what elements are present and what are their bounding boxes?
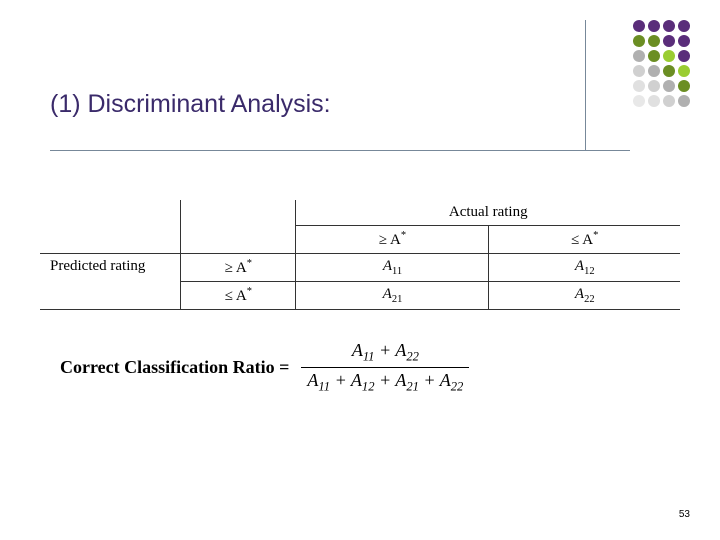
col-leq-a: ≤ A* — [489, 226, 680, 254]
decoration-dot — [678, 95, 690, 107]
decoration-dot — [648, 50, 660, 62]
decoration-dot — [648, 65, 660, 77]
decoration-dot — [663, 50, 675, 62]
denominator: A11 + A12 + A21 + A22 — [301, 370, 469, 395]
cell-a12: A12 — [489, 254, 680, 282]
decoration-dot — [678, 35, 690, 47]
formula-label: Correct Classification Ratio = — [60, 357, 289, 378]
decoration-dot — [633, 35, 645, 47]
decoration-dot — [678, 65, 690, 77]
horizontal-rule — [50, 150, 630, 151]
fraction: A11 + A22 A11 + A12 + A21 + A22 — [301, 340, 469, 394]
decoration-dot — [663, 65, 675, 77]
cell-a22: A22 — [489, 282, 680, 310]
vertical-rule — [585, 20, 586, 150]
decoration-dot — [633, 80, 645, 92]
row-leq-a: ≤ A* — [181, 282, 296, 310]
confusion-matrix-table: Actual rating ≥ A* ≤ A* Predicted rating… — [40, 200, 680, 310]
decoration-dot — [663, 20, 675, 32]
decoration-dot — [633, 65, 645, 77]
decoration-dot — [663, 95, 675, 107]
corner-decoration — [633, 20, 690, 107]
decoration-dot — [678, 20, 690, 32]
cell-a21: A21 — [296, 282, 489, 310]
page-number: 53 — [679, 509, 690, 520]
classification-ratio-formula: Correct Classification Ratio = A11 + A22… — [60, 340, 469, 394]
col-geq-a: ≥ A* — [296, 226, 489, 254]
decoration-dot — [663, 80, 675, 92]
decoration-dot — [633, 20, 645, 32]
decoration-dot — [678, 80, 690, 92]
decoration-dot — [648, 80, 660, 92]
decoration-dot — [633, 95, 645, 107]
decoration-dot — [633, 50, 645, 62]
actual-rating-header: Actual rating — [296, 200, 680, 226]
row-geq-a: ≥ A* — [181, 254, 296, 282]
decoration-dot — [648, 35, 660, 47]
decoration-dot — [663, 35, 675, 47]
decoration-dot — [678, 50, 690, 62]
decoration-dot — [648, 20, 660, 32]
decoration-dot — [648, 95, 660, 107]
numerator: A11 + A22 — [346, 340, 425, 365]
page-title: (1) Discriminant Analysis: — [50, 90, 331, 119]
predicted-rating-header: Predicted rating — [40, 254, 181, 310]
cell-a11: A11 — [296, 254, 489, 282]
